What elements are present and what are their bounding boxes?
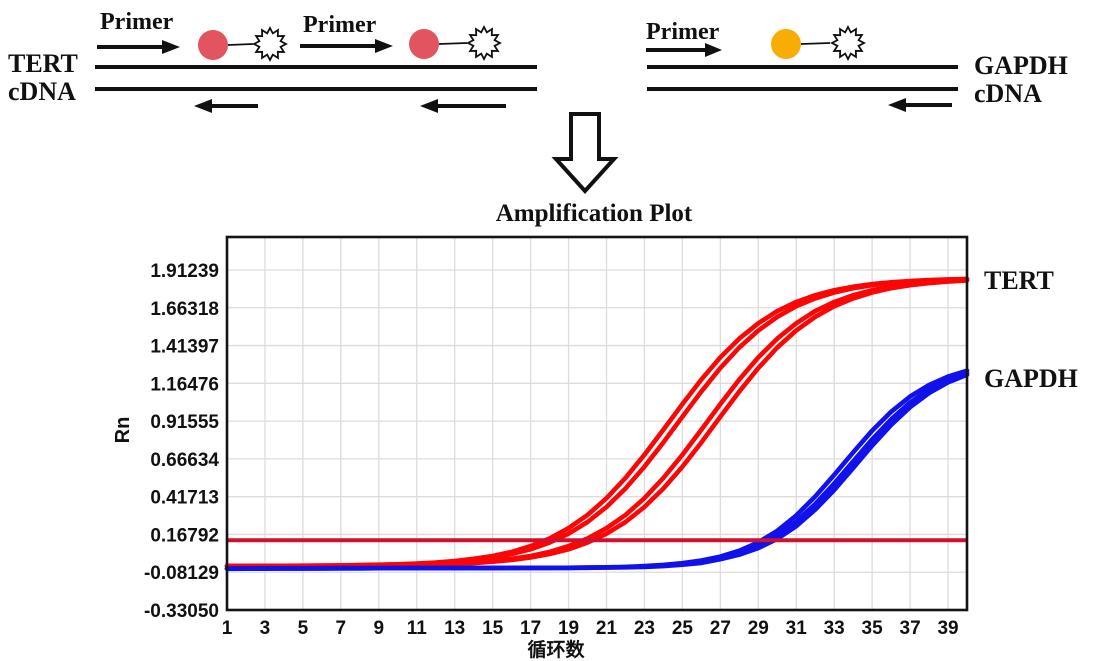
tert-reverse-primer2-arrowhead: [420, 99, 438, 113]
x-tick-label: 5: [298, 618, 309, 639]
tert-probe2-linker: [438, 42, 468, 45]
tert-probe2-quencher-burst-icon: [466, 25, 502, 61]
tert-probe2-reporter-dye-icon: [409, 29, 439, 59]
x-tick-label: 31: [786, 618, 808, 639]
x-tick-label: 37: [900, 618, 921, 639]
tert-molecule-label: cDNA: [8, 77, 76, 106]
tert-reverse-primer1-arrowhead: [194, 99, 212, 113]
plot-title: Amplification Plot: [496, 200, 693, 227]
x-tick-label: 27: [710, 618, 731, 639]
plot-frame: [225, 235, 969, 612]
gapdh-probe-linker: [800, 42, 831, 45]
x-tick-label: 7: [336, 618, 347, 639]
x-tick-label: 23: [634, 618, 655, 639]
tert-primer2-label: Primer: [303, 12, 377, 38]
x-tick-label: 35: [862, 618, 884, 639]
y-tick-label: 0.16792: [150, 525, 219, 546]
x-tick-label: 25: [672, 618, 694, 639]
y-tick-label: 1.91239: [150, 261, 219, 282]
x-tick-label: 3: [260, 618, 271, 639]
y-tick-label: -0.33050: [144, 601, 219, 622]
y-tick-label: -0.08129: [144, 563, 219, 584]
x-tick-label: 15: [482, 618, 504, 639]
tert-probe1-quencher-burst-icon: [252, 26, 288, 62]
tert-gene-label: TERT: [8, 49, 78, 78]
x-tick-label: 21: [596, 618, 618, 639]
amplification-curve-TERT: [224, 278, 970, 569]
gapdh-schematic: Primer GAPDH cDNA: [646, 19, 1068, 112]
tert-primer1-label: Primer: [100, 9, 174, 35]
amplification-curve-GAPDH: [224, 372, 970, 571]
x-tick-label: 17: [520, 618, 541, 639]
tert-forward-primer2-arrowhead: [375, 39, 393, 53]
tert-forward-primer1-arrowhead: [162, 40, 180, 54]
x-tick-label: 13: [444, 618, 465, 639]
y-tick-label: 0.41713: [150, 488, 219, 509]
gapdh-gene-label: GAPDH: [974, 51, 1068, 80]
down-arrow-icon: [551, 112, 619, 194]
gapdh-probe-reporter-dye-icon: [771, 29, 801, 59]
tert-schematic: TERT cDNA Primer Primer: [8, 9, 537, 113]
gapdh-reverse-primer-arrowhead: [888, 98, 906, 112]
x-tick-label: 11: [407, 618, 428, 639]
x-tick-label: 9: [374, 618, 385, 639]
y-tick-label: 1.16476: [150, 374, 219, 395]
y-tick-label: 0.66634: [150, 450, 219, 471]
gapdh-curve-label: GAPDH: [984, 364, 1078, 393]
tert-probe1-linker: [227, 43, 254, 46]
x-tick-label: 39: [937, 618, 958, 639]
y-tick-label: 1.66318: [150, 299, 219, 320]
gapdh-forward-primer-arrowhead: [705, 43, 722, 57]
gapdh-molecule-label: cDNA: [974, 79, 1042, 108]
x-tick-label: 19: [558, 618, 579, 639]
x-tick-label: 1: [222, 618, 233, 639]
tert-curve-label: TERT: [984, 266, 1054, 295]
y-tick-label: 0.91555: [150, 412, 219, 433]
x-tick-label: 33: [824, 618, 845, 639]
tert-probe1-reporter-dye-icon: [198, 30, 228, 60]
x-tick-label: 29: [748, 618, 769, 639]
gapdh-probe-quencher-burst-icon: [830, 25, 866, 61]
y-axis-title: Rn: [112, 417, 134, 444]
gapdh-primer-label: Primer: [646, 19, 720, 45]
y-tick-label: 1.41397: [150, 337, 219, 358]
chart-layer: 1 3 5 7 9 11 13 15 17 19 21 23 25 27 29 31 33 35 37 391.912…: [144, 237, 970, 639]
x-axis-title: 循环数: [527, 638, 585, 661]
